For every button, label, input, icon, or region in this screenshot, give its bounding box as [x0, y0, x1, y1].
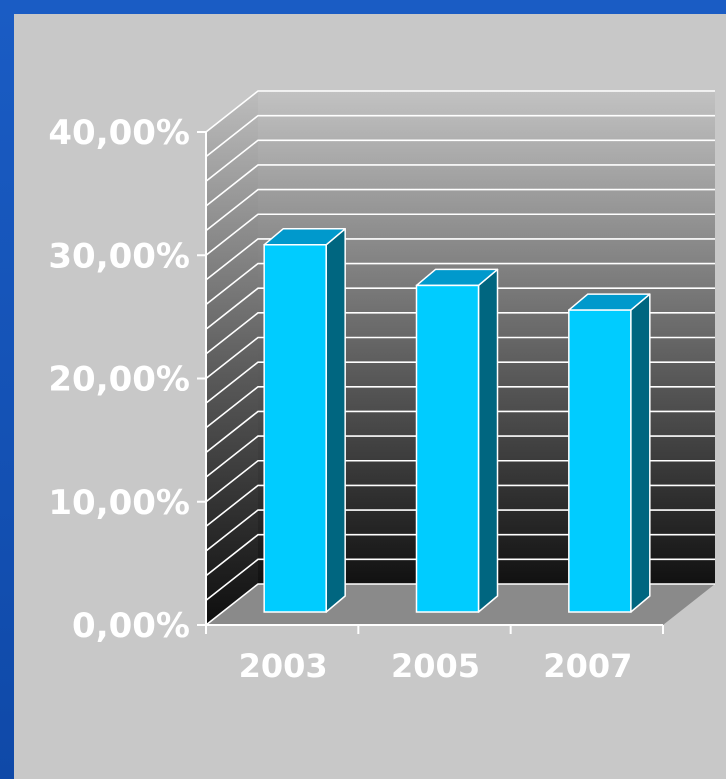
gridline [205, 262, 715, 306]
gridline [205, 558, 715, 601]
gridline [205, 509, 715, 552]
bar-side [477, 268, 499, 613]
x-tick-label: 2007 [543, 647, 632, 685]
y-tick-label: 0,00% [72, 606, 190, 646]
bar-2005 [415, 268, 499, 613]
y-tick-label: 30,00% [48, 236, 190, 276]
gridline [205, 435, 715, 478]
gridline [205, 188, 715, 232]
x-tick-label: 2005 [391, 647, 480, 685]
bar-front [415, 284, 480, 613]
x-tick-label: 2003 [239, 647, 328, 685]
gridline [205, 164, 715, 207]
bar-front [263, 244, 327, 613]
gridline [205, 90, 715, 133]
gridline [205, 361, 715, 404]
gridlines [205, 90, 715, 626]
y-tick-labels: 0,00% 10,00% 20,00% 30,00% 40,00% [48, 113, 190, 646]
gridline [205, 312, 715, 355]
axes [197, 131, 664, 634]
gridline [205, 139, 715, 182]
gridline [205, 287, 715, 330]
gridline [205, 213, 715, 256]
gridline [205, 238, 715, 281]
x-tick-labels: 2003 2005 2007 [239, 647, 633, 685]
bars [263, 228, 651, 613]
gridline [205, 583, 715, 626]
y-tick-label: 20,00% [48, 360, 190, 400]
gridline [205, 385, 715, 429]
bar-front [568, 309, 632, 613]
bar-side [325, 228, 346, 613]
bar-2003 [263, 228, 346, 613]
gridline [205, 336, 715, 380]
bar-side [630, 293, 651, 613]
gridline [205, 484, 715, 528]
gridline [205, 114, 715, 158]
y-tick-label: 10,00% [48, 483, 190, 523]
bar-2007 [568, 293, 651, 613]
gridline [205, 459, 715, 503]
gridline [205, 410, 715, 454]
y-tick-label: 40,00% [48, 113, 190, 153]
gridline [205, 533, 715, 577]
